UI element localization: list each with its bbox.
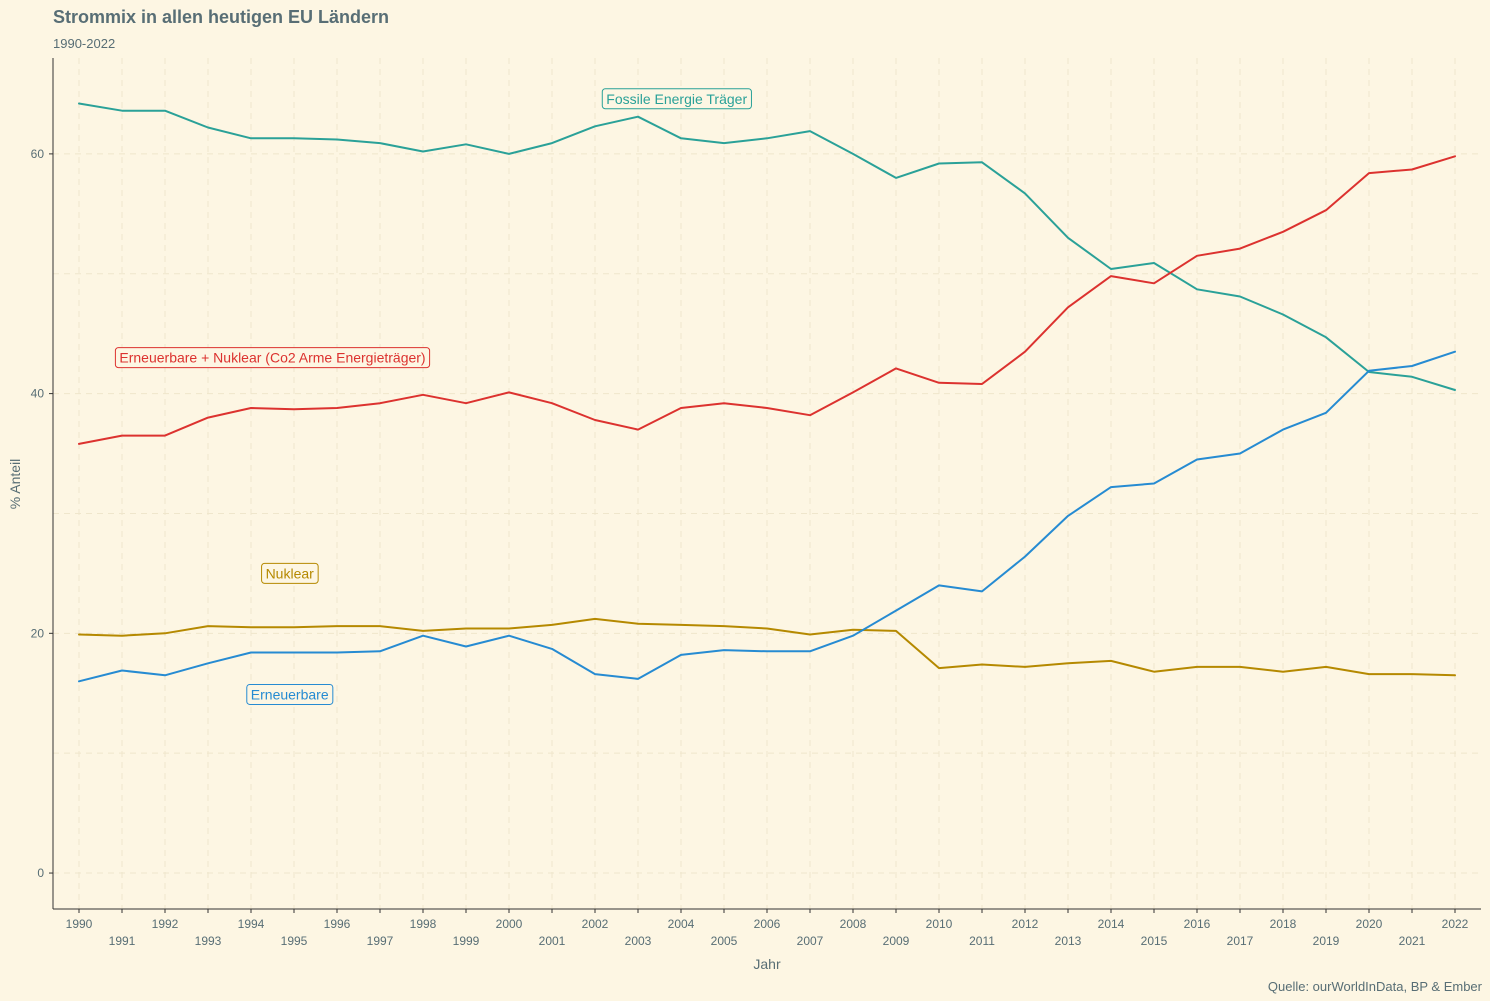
x-tick-label: 2005	[711, 934, 738, 948]
x-tick-label: 1994	[238, 917, 265, 931]
x-tick-label: 2001	[539, 934, 566, 948]
x-tick-label: 2010	[926, 917, 953, 931]
series-label: Fossile Energie Träger	[601, 88, 752, 110]
x-tick-label: 1992	[152, 917, 179, 931]
series-label: Erneuerbare + Nuklear (Co2 Arme Energiet…	[114, 347, 431, 369]
series-line	[78, 350, 1456, 683]
x-tick-label: 1990	[66, 917, 93, 931]
source-caption: Quelle: ourWorldInData, BP & Ember	[1268, 979, 1483, 994]
x-tick-label: 2013	[1055, 934, 1082, 948]
x-tick-label: 2014	[1098, 917, 1125, 931]
y-axis-title: % Anteil	[7, 459, 23, 510]
x-tick-label: 2008	[840, 917, 867, 931]
x-tick-label: 2021	[1399, 934, 1426, 948]
series-line	[78, 617, 1456, 677]
series-lines	[78, 102, 1456, 683]
series-label-text: Erneuerbare + Nuklear (Co2 Arme Energiet…	[119, 350, 425, 366]
chart-subtitle: 1990-2022	[53, 36, 115, 51]
series-line	[78, 155, 1456, 445]
series-label-box	[261, 562, 319, 584]
x-tick-label: 1996	[324, 917, 351, 931]
y-tick-label: 0	[37, 866, 44, 880]
x-tick-label: 2011	[969, 934, 995, 948]
series-label-box	[246, 683, 334, 705]
x-tick-label: 1991	[109, 934, 136, 948]
x-tick-label: 2015	[1141, 934, 1168, 948]
x-tick-label: 2007	[797, 934, 824, 948]
series-label-text: Fossile Energie Träger	[606, 91, 747, 107]
gridlines	[53, 58, 1481, 909]
x-tick-label: 2002	[582, 917, 609, 931]
axes: 0 20 40 60 1990 1991 1992 1993 1994 1995 1996 1997 1…	[31, 58, 1481, 948]
x-tick-label: 2022	[1442, 917, 1469, 931]
x-tick-label: 1993	[195, 934, 222, 948]
x-tick-label: 2017	[1227, 934, 1254, 948]
series-label-text: Nuklear	[266, 565, 315, 581]
series-line	[78, 102, 1456, 391]
x-tick-label: 2003	[625, 934, 652, 948]
y-tick-label: 40	[31, 387, 45, 401]
y-tick-label: 20	[31, 626, 45, 640]
x-tick-label: 2012	[1012, 917, 1039, 931]
x-tick-label: 2019	[1313, 934, 1340, 948]
series-label: Erneuerbare	[246, 683, 334, 705]
x-tick-label: 2018	[1270, 917, 1297, 931]
x-tick-label: 2016	[1184, 917, 1211, 931]
chart-title: Strommix in allen heutigen EU Ländern	[53, 7, 389, 27]
y-tick-label: 60	[31, 147, 45, 161]
x-tick-label: 2000	[496, 917, 523, 931]
series-label-box	[114, 347, 431, 369]
x-tick-label: 1999	[453, 934, 480, 948]
x-tick-label: 2009	[883, 934, 910, 948]
x-tick-label: 2004	[668, 917, 695, 931]
series-label-box	[601, 88, 752, 110]
series-label-text: Erneuerbare	[251, 686, 329, 702]
x-tick-label: 1997	[367, 934, 394, 948]
series-label: Nuklear	[261, 562, 319, 584]
x-tick-label: 2006	[754, 917, 781, 931]
series-labels: Fossile Energie Träger Erneuerbare + Nukl…	[114, 88, 752, 705]
x-axis-title: Jahr	[753, 956, 781, 972]
x-tick-label: 1998	[410, 917, 437, 931]
x-tick-label: 2020	[1356, 917, 1383, 931]
x-tick-label: 1995	[281, 934, 308, 948]
